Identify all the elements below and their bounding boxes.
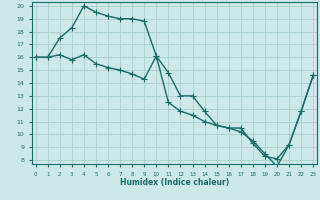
- X-axis label: Humidex (Indice chaleur): Humidex (Indice chaleur): [120, 178, 229, 187]
